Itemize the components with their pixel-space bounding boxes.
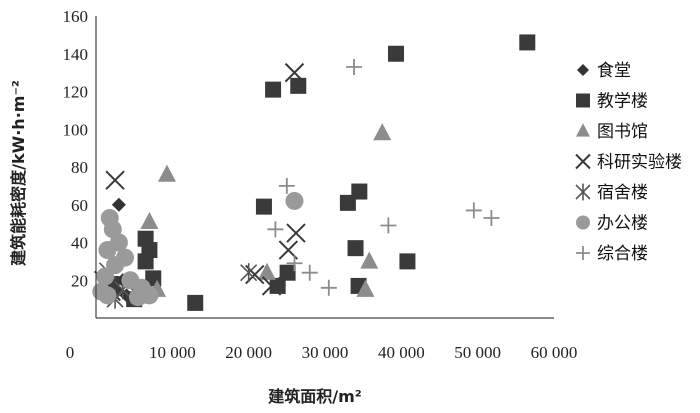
- legend-label: 图书馆: [597, 122, 648, 142]
- legend-item: 综合楼: [576, 244, 648, 264]
- x-tick-labels: 10 000 20 000 30 000 40 000 50 000 60 000: [149, 343, 577, 362]
- x-axis-title: 建筑面积/m²: [268, 387, 362, 406]
- data-point: [346, 58, 363, 75]
- legend-label: 办公楼: [597, 214, 648, 234]
- data-point: [284, 62, 305, 83]
- data-point: [356, 279, 375, 297]
- x-tick-label: 20 000: [225, 343, 272, 362]
- y-axis-title: 建筑能耗密度/kW·h·m⁻²: [9, 80, 28, 266]
- data-point: [347, 240, 364, 257]
- data-point: [373, 123, 392, 141]
- legend-item: 食堂: [577, 61, 631, 81]
- legend-item: 科研实验楼: [575, 153, 682, 173]
- legend-marker: [576, 246, 590, 260]
- y-tick-label: 160: [63, 7, 89, 26]
- series-square: [103, 34, 536, 311]
- data-point: [380, 217, 397, 234]
- data-point: [519, 34, 536, 51]
- legend-marker: [577, 64, 589, 76]
- data-point: [265, 81, 282, 98]
- data-point: [387, 45, 404, 62]
- data-point: [269, 277, 286, 294]
- legend-marker: [576, 93, 590, 108]
- data-point: [140, 211, 159, 229]
- series-circle: [92, 191, 304, 307]
- y-tick-label: 80: [71, 158, 88, 177]
- data-point: [285, 191, 304, 210]
- data-point: [261, 276, 282, 296]
- data-point: [257, 262, 276, 280]
- data-point: [96, 267, 115, 286]
- y-tick-label: 100: [63, 120, 89, 139]
- data-point: [98, 241, 117, 260]
- y-tick-label: 120: [63, 83, 89, 102]
- data-point: [290, 77, 307, 94]
- data-point: [98, 286, 117, 305]
- legend-label: 综合楼: [597, 244, 648, 264]
- data-point: [286, 223, 306, 243]
- data-point: [399, 253, 416, 270]
- x-tick-label: 30 000: [302, 343, 349, 362]
- x-tick-label: 50 000: [454, 343, 501, 362]
- data-point: [137, 253, 154, 270]
- legend-label: 食堂: [597, 61, 631, 81]
- y-tick-label: 20: [71, 271, 88, 290]
- data-point: [157, 164, 176, 182]
- data-point: [255, 198, 272, 215]
- data-point: [483, 209, 500, 226]
- data-point: [279, 264, 296, 281]
- y-tick-label: 140: [63, 45, 89, 64]
- data-point: [278, 177, 295, 194]
- data-point: [360, 251, 379, 269]
- y-tick-label: 60: [71, 196, 88, 215]
- data-point: [286, 255, 303, 272]
- data-point: [351, 183, 368, 200]
- legend-item: 教学楼: [576, 92, 648, 112]
- x-tick-label: 40 000: [378, 343, 425, 362]
- legend-item: 宿舍楼: [575, 183, 648, 203]
- series-plus: [267, 58, 500, 296]
- data-point: [105, 170, 125, 190]
- plot-area: [92, 34, 536, 311]
- legend-label: 教学楼: [597, 92, 648, 112]
- data-point: [111, 197, 126, 212]
- data-point: [187, 294, 204, 311]
- x-tick-label: 10 000: [149, 343, 196, 362]
- legend-marker: [576, 215, 590, 230]
- legend-item: 办公楼: [576, 214, 648, 234]
- data-point: [240, 263, 258, 283]
- legend-marker: [575, 153, 591, 170]
- data-point: [320, 279, 337, 296]
- legend-marker: [575, 183, 591, 201]
- y-tick-label: 40: [71, 234, 88, 253]
- x-tick-label: 60 000: [531, 343, 578, 362]
- data-point: [128, 288, 147, 307]
- legend-item: 图书馆: [576, 122, 648, 142]
- y-tick-labels: 20 40 60 80 100 120 140 160: [63, 7, 89, 290]
- data-point: [267, 221, 284, 238]
- data-point: [465, 202, 482, 219]
- data-point: [301, 264, 318, 281]
- legend-label: 科研实验楼: [597, 153, 682, 173]
- legend-marker: [576, 123, 590, 137]
- legend-label: 宿舍楼: [597, 183, 648, 203]
- y-zero-tick-label: 0: [66, 343, 75, 362]
